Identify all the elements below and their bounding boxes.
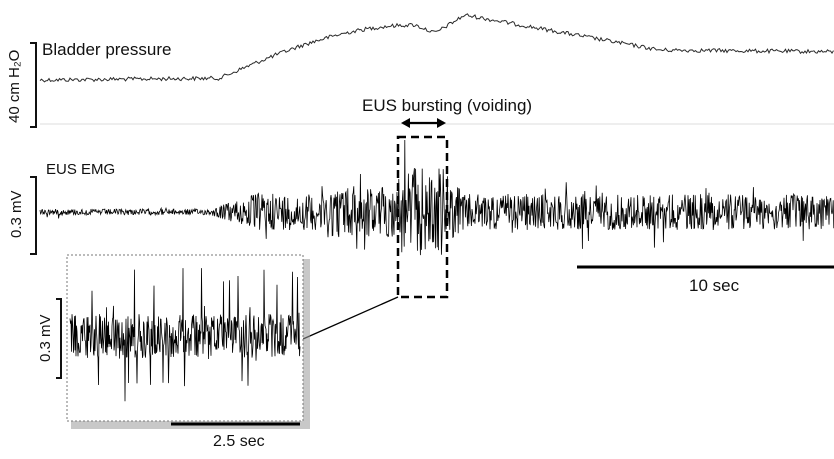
eus-emg-trace [39,139,834,256]
pressure-scale-bar [30,42,37,128]
inset-time-label: 2.5 sec [213,433,265,450]
eus-emg-label: EUS EMG [46,161,116,178]
emg-scale-label: 0.3 mV [8,190,25,238]
emg-scale-bar [30,176,37,255]
time-scale-label: 10 sec [689,276,740,295]
inset-emg-trace [69,268,301,402]
bladder-pressure-trace [39,13,834,83]
eus-bursting-label: EUS bursting (voiding) [362,96,533,115]
pressure-scale-label: 40 cm H₂O [6,49,23,123]
bladder-pressure-label: Bladder pressure [42,40,172,59]
bursting-highlight-box [396,135,449,299]
inset-panel [66,254,310,429]
inset-connector-line [302,296,399,340]
inset-scale-label: 0.3 mV [37,314,54,362]
inset-scale-bar [56,298,62,379]
bursting-double-arrow [401,118,446,128]
